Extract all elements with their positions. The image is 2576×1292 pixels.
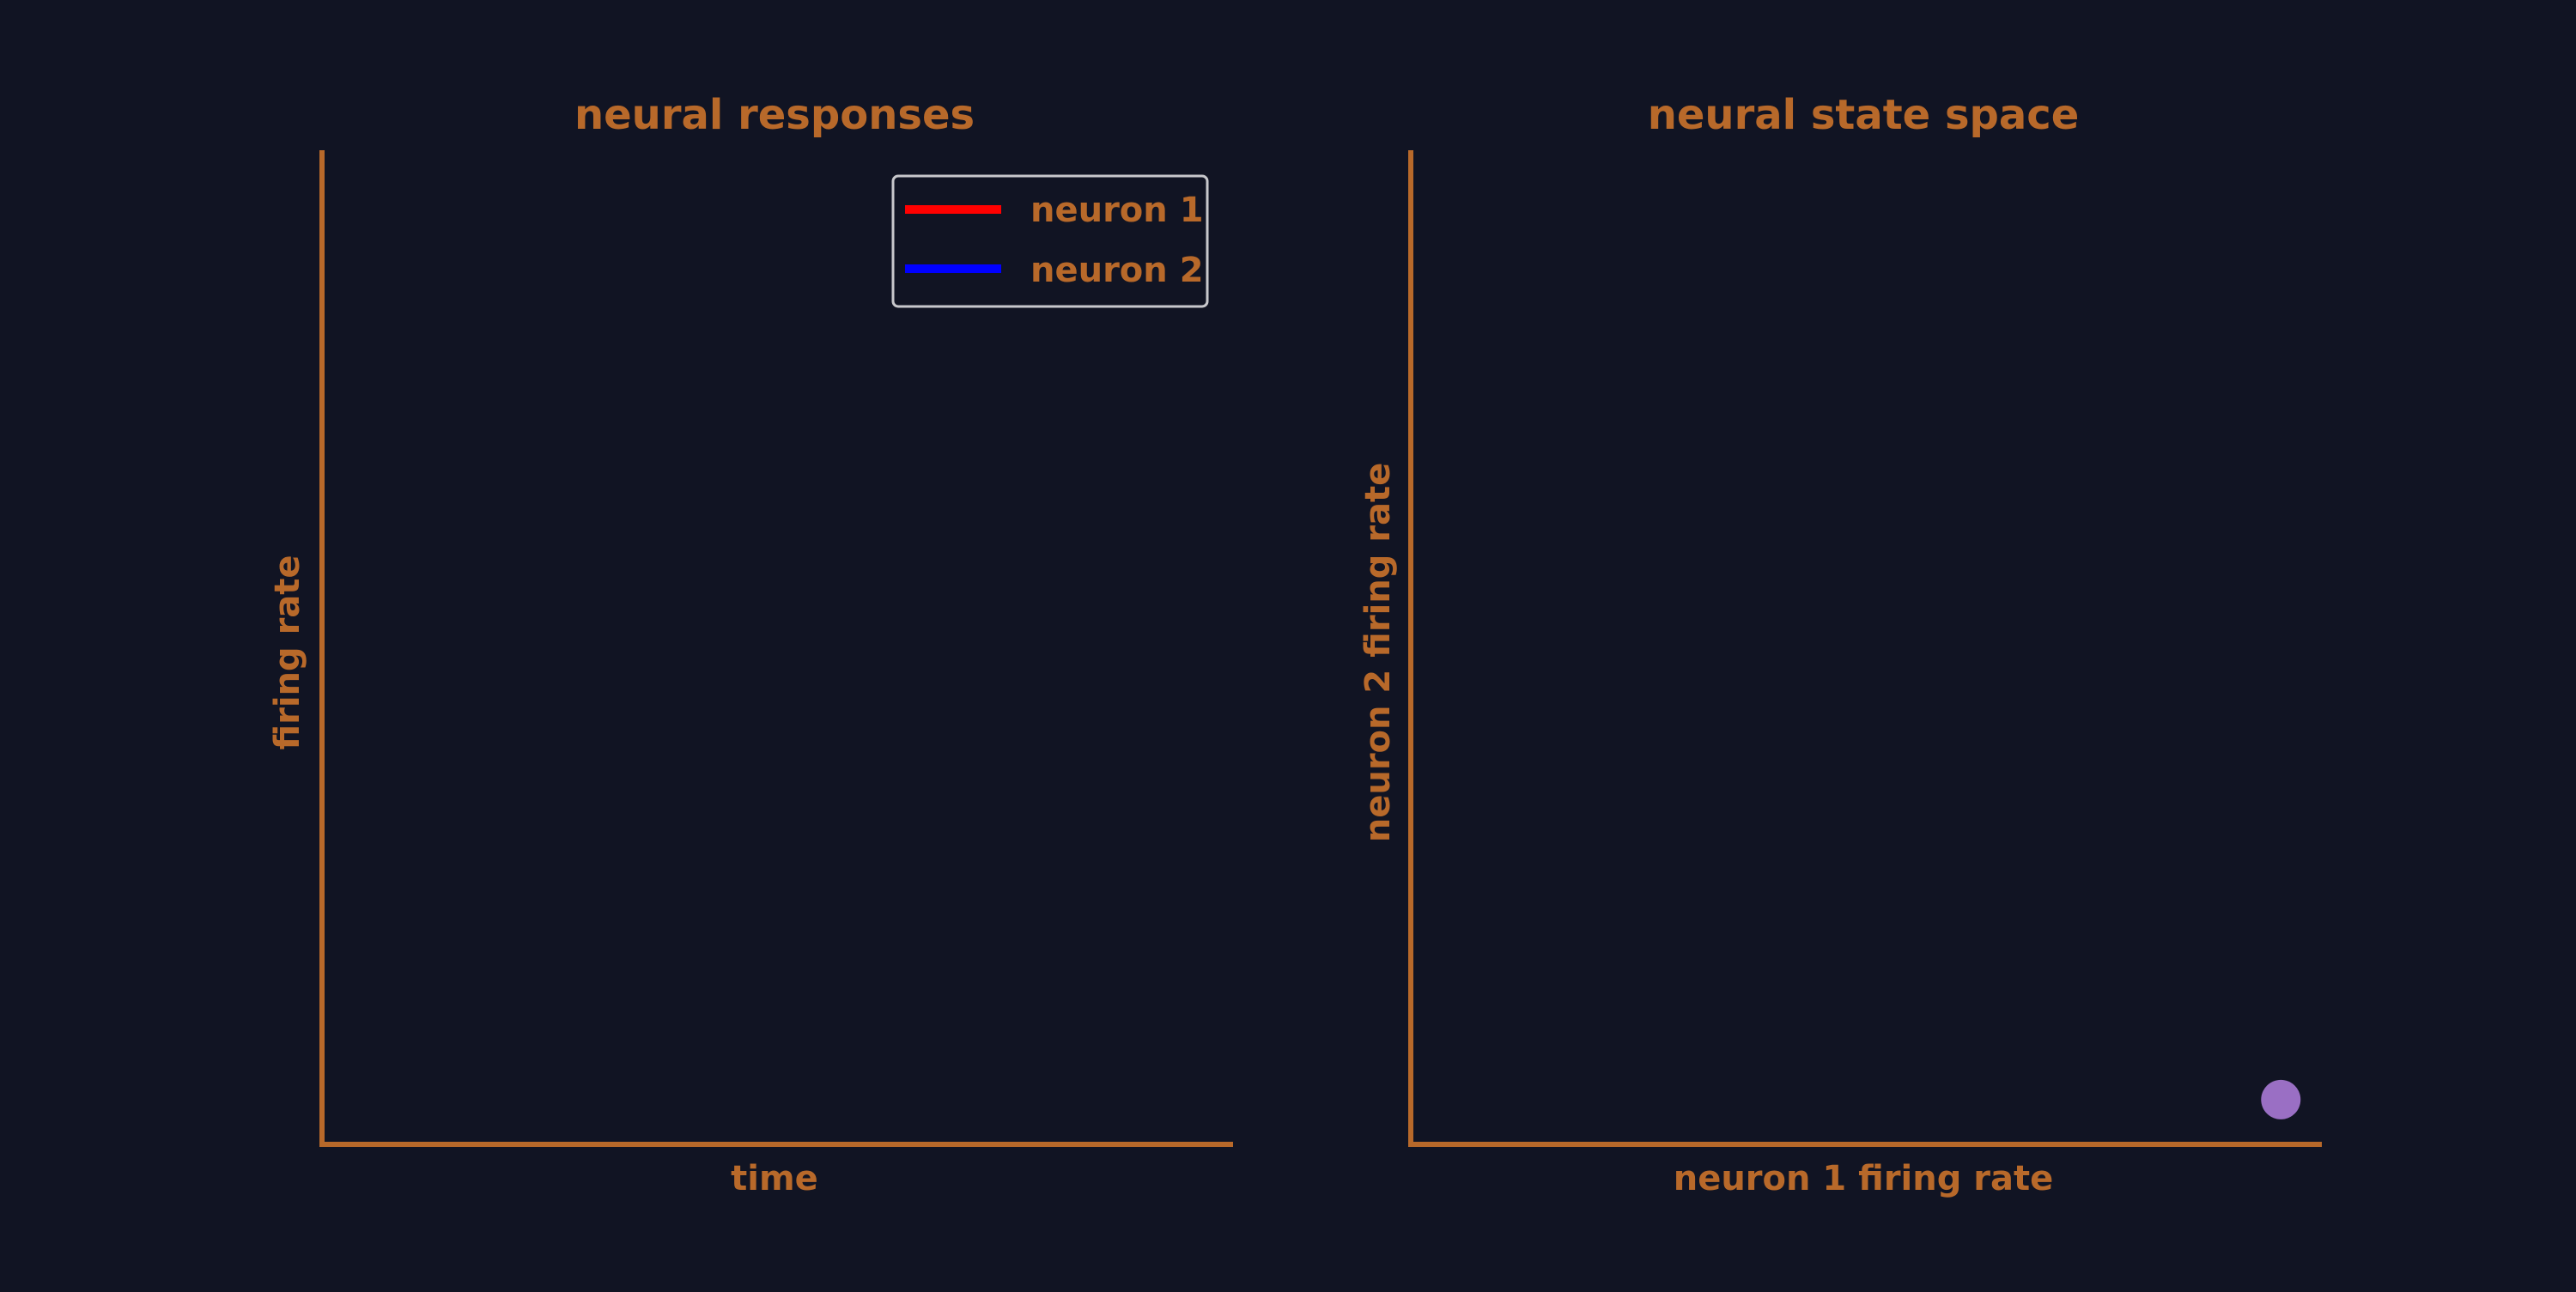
y-axis-label: firing rate [268,555,307,749]
x-axis-label: time [731,1159,818,1198]
chart-title: neural responses [574,91,975,139]
state-point [2261,1079,2301,1119]
legend: neuron 1 neuron 2 [891,174,1209,308]
chart-title: neural state space [1648,91,2080,139]
scatter-points [2261,1079,2301,1119]
x-axis-label: neuron 1 firing rate [1674,1159,2054,1198]
legend-label-neuron-1: neuron 1 [1030,191,1204,230]
y-axis-label: neuron 2 firing rate [1358,463,1398,843]
legend-label-neuron-2: neuron 2 [1030,251,1204,290]
panel-neural-responses: neural responses time firing rate neuron… [268,91,1233,1198]
panel-neural-state-space: neural state space neuron 1 firing rate … [1358,91,2322,1198]
